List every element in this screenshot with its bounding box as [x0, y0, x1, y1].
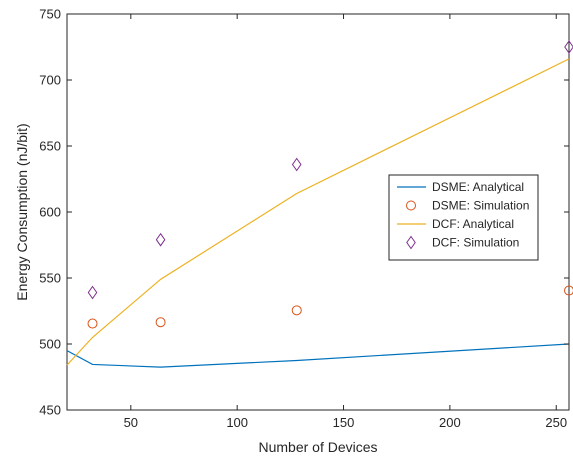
x-tick-label: 250 — [545, 415, 567, 430]
data-point-dcf-simulation — [155, 232, 166, 247]
legend-label-dcf-analytical: DCF: Analytical — [432, 217, 514, 231]
y-tick-label: 750 — [39, 7, 61, 22]
legend-box — [388, 174, 539, 261]
data-point-dcf-simulation — [564, 40, 573, 54]
x-tick-label: 50 — [124, 415, 138, 430]
series-line-dcf-analytical — [66, 58, 570, 366]
x-tick-label: 100 — [226, 415, 248, 430]
x-tick-label: 150 — [333, 415, 355, 430]
data-point-dsme-simulation — [155, 317, 166, 328]
y-tick-label: 550 — [39, 271, 61, 286]
x-axis-ticks: 50 100 150 200 250 — [124, 14, 567, 430]
legend-label-dsme-simulation: DSME: Simulation — [432, 199, 529, 213]
series-layer — [66, 40, 573, 368]
y-tick-label: 700 — [39, 73, 61, 88]
y-tick-label: 500 — [39, 337, 61, 352]
y-tick-label: 450 — [39, 403, 61, 418]
x-tick-label: 200 — [439, 415, 461, 430]
legend-label-dcf-simulation: DCF: Simulation — [432, 236, 519, 250]
y-tick-label: 650 — [39, 139, 61, 154]
data-point-dcf-simulation — [291, 157, 302, 172]
x-axis-label: Number of Devices — [258, 439, 377, 455]
y-axis-ticks: 450 500 550 600 650 700 750 — [39, 7, 569, 418]
data-point-dsme-simulation — [87, 318, 98, 329]
legend-swatch-dsme-simulation — [406, 200, 416, 211]
y-tick-label: 600 — [39, 205, 61, 220]
y-axis-label: Energy Consumption (nJ/bit) — [14, 123, 30, 300]
data-point-dsme-simulation — [564, 285, 573, 296]
legend: DSME: Analytical DSME: Simulation DCF: Ana… — [388, 174, 539, 261]
data-point-dcf-simulation — [87, 285, 98, 300]
legend-label-dsme-analytical: DSME: Analytical — [432, 180, 524, 194]
data-point-dsme-simulation — [291, 305, 302, 316]
series-line-dsme-analytical — [66, 343, 570, 368]
legend-swatch-dcf-simulation — [406, 235, 416, 250]
